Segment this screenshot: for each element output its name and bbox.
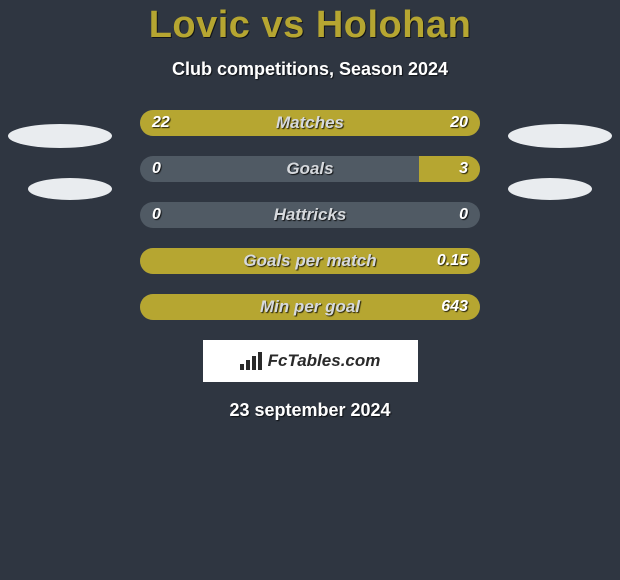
bar-chart-icon — [240, 352, 262, 370]
metric-bar-fill-right — [140, 294, 480, 320]
metric-value-right: 0 — [459, 202, 468, 228]
metrics-list: 2220Matches03Goals00Hattricks0.15Goals p… — [70, 110, 550, 320]
metric-bar-fill-right — [419, 156, 480, 182]
page-subtitle: Club competitions, Season 2024 — [0, 59, 620, 80]
source-logo-text: FcTables.com — [268, 351, 381, 371]
metric-bar-track — [140, 294, 480, 320]
metric-bar-fill-right — [140, 248, 480, 274]
metric-value-right: 0.15 — [437, 248, 468, 274]
page-container: Lovic vs Holohan Club competitions, Seas… — [0, 0, 620, 580]
metric-bar-track — [140, 156, 480, 182]
metric-value-left: 0 — [152, 202, 161, 228]
metric-value-right: 3 — [459, 156, 468, 182]
metric-row: 00Hattricks — [70, 202, 550, 228]
metric-bar-track — [140, 202, 480, 228]
metric-value-left: 0 — [152, 156, 161, 182]
metric-bar-track — [140, 248, 480, 274]
metric-bar-track — [140, 110, 480, 136]
metric-value-right: 20 — [450, 110, 468, 136]
metric-row: 2220Matches — [70, 110, 550, 136]
metric-value-right: 643 — [441, 294, 468, 320]
metric-row: 03Goals — [70, 156, 550, 182]
footer-date: 23 september 2024 — [0, 400, 620, 421]
metric-row: 0.15Goals per match — [70, 248, 550, 274]
source-logo: FcTables.com — [203, 340, 418, 382]
metric-value-left: 22 — [152, 110, 170, 136]
metric-row: 643Min per goal — [70, 294, 550, 320]
page-title: Lovic vs Holohan — [0, 2, 620, 47]
